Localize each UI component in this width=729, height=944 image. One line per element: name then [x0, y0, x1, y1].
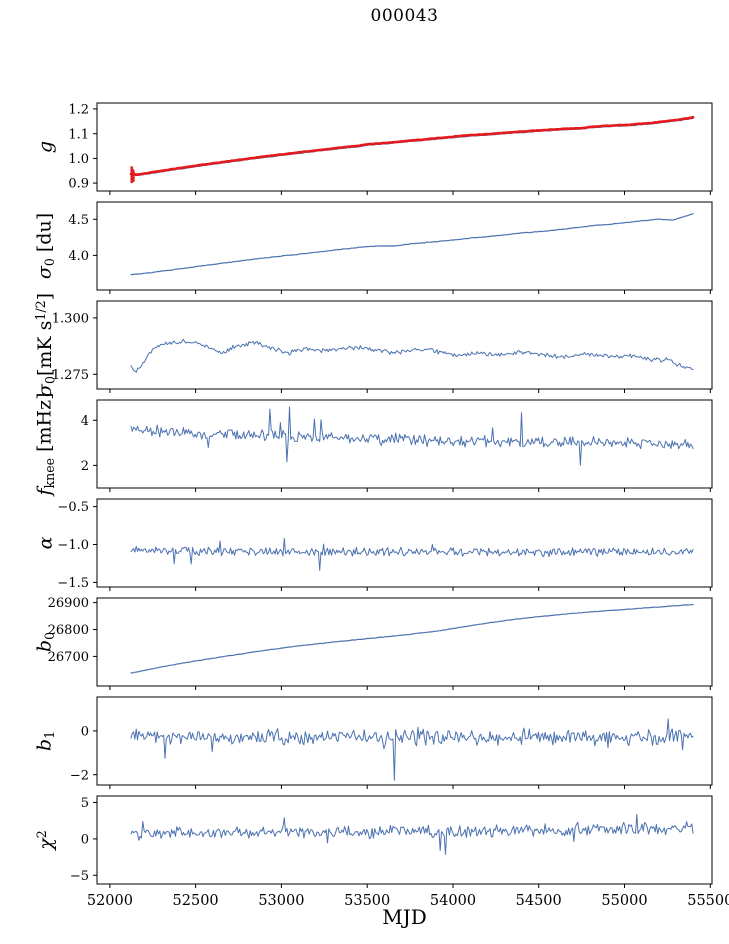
y-tick-label: −0.5: [57, 500, 89, 515]
series-b0-line: [130, 604, 694, 674]
y-tick-label: −5: [70, 869, 89, 884]
y-axis-label-segment: α: [34, 536, 57, 550]
y-tick-label: 1.275: [52, 368, 89, 383]
y-tick-label: 1.2: [68, 102, 89, 117]
axes-frame: [96, 795, 713, 885]
x-tick-label: 54500: [516, 893, 562, 909]
y-axis-label-segment: g: [34, 140, 57, 154]
y-axis-label-segment: [mK s: [34, 320, 57, 377]
y-tick-label: 0.9: [68, 177, 89, 192]
y-axis-label-g: g: [34, 140, 57, 154]
axes-frame: [96, 597, 713, 687]
y-tick-label: 0: [81, 832, 89, 847]
axes-frame: [96, 300, 713, 390]
panel-fknee: 24: [81, 399, 713, 492]
y-axis-label-chi2: χ2: [33, 830, 58, 850]
y-tick-label: 26900: [48, 596, 89, 611]
x-tick-label: 55000: [601, 893, 647, 909]
y-axis-label-segment: knee: [41, 457, 57, 489]
y-tick-label: 1.300: [52, 311, 89, 326]
y-tick-label: −1.0: [57, 538, 89, 553]
axes-frame: [96, 498, 713, 588]
y-tick-label: 1.0: [68, 152, 89, 167]
y-tick-label: −1.5: [57, 576, 89, 591]
panel-b0: 26700 26800 26900: [48, 596, 713, 690]
y-tick-label: 2: [81, 459, 89, 474]
series-gain-fit: [129, 115, 695, 176]
y-axis-label-segment: χ: [35, 838, 58, 850]
y-axis-label-segment: ]: [34, 293, 57, 301]
y-tick-label: 4: [81, 414, 89, 429]
series-b1-line: [130, 718, 694, 781]
y-axis-label-fknee: fknee [mHz]: [33, 392, 57, 496]
y-tick-label: 26700: [48, 650, 89, 665]
series-group-chi2: [130, 813, 694, 855]
y-axis-label-segment: 0: [41, 258, 57, 267]
axes-frame: [96, 399, 713, 489]
y-axis-label-segment: 1: [41, 730, 57, 739]
y-tick-label: 4.0: [68, 249, 89, 264]
series-group-g: [129, 115, 695, 184]
y-tick-label: 1.1: [68, 127, 89, 142]
y-axis-label-segment: 0: [42, 376, 58, 385]
y-tick-label: 26800: [48, 623, 89, 638]
series-sigma0-mks-line: [130, 338, 694, 373]
x-tick-label: 55500: [687, 893, 729, 909]
panel-g: 0.9 1.0 1.1 1.2: [68, 102, 713, 195]
series-alpha-line: [130, 538, 694, 571]
x-tick-label: 54000: [430, 893, 476, 909]
series-group-sigma0-du: [130, 213, 694, 276]
x-tick-label: 53500: [344, 893, 390, 909]
y-axis-label-sigma0-du: σ0 [du]: [33, 212, 57, 280]
y-tick-label: 4.5: [68, 213, 89, 228]
series-group-fknee: [130, 406, 694, 466]
y-tick-label: −2: [70, 768, 89, 783]
y-axis-label-b0: b0: [33, 631, 57, 653]
panel-b1: 0 −2: [70, 696, 713, 789]
axes-frame: [96, 201, 713, 291]
y-tick-label: 0: [81, 724, 89, 739]
series-group-b1: [130, 718, 694, 781]
axes-frame: [96, 102, 713, 192]
axes-frame: [96, 696, 713, 786]
y-axis-label-alpha: α: [34, 536, 57, 550]
series-group-sigma0-mks: [130, 338, 694, 373]
x-tick-label: 52000: [87, 893, 133, 909]
panel-alpha: −0.5 −1.0 −1.5: [57, 498, 713, 591]
series-chi2-line: [130, 813, 694, 855]
panel-sigma0-mks: 1.275 1.300: [52, 300, 713, 393]
y-axis-label-segment: [mHz]: [33, 392, 56, 458]
y-tick-label: 5: [81, 796, 89, 811]
panel-sigma0-du: 4.0 4.5: [68, 201, 713, 294]
chart-title: 000043: [370, 6, 439, 26]
series-sigma0-du-line: [130, 213, 694, 276]
y-axis-label-b1: b1: [33, 730, 57, 752]
series-group-b0: [130, 604, 694, 674]
y-axis-label-segment: b: [33, 738, 56, 752]
y-axis-label-segment: σ: [33, 266, 56, 280]
y-axis-label-segment: 0: [41, 631, 57, 640]
series-group-alpha: [130, 538, 694, 571]
y-axis-label-segment: f: [33, 488, 56, 496]
x-tick-label: 53000: [258, 893, 304, 909]
y-axis-label-segment: b: [33, 639, 56, 653]
y-axis-label-segment: 1/2: [32, 300, 48, 321]
series-fknee-line: [130, 406, 694, 466]
y-axis-label-segment: 2: [33, 830, 49, 839]
y-axis-label-sigma0-mks: σ0[mK s1/2]: [32, 293, 58, 397]
x-axis-label: MJD: [382, 905, 427, 929]
x-tick-label: 52500: [173, 893, 219, 909]
y-axis-label-segment: [du]: [33, 212, 56, 259]
panel-chi2: 5 0 −5 52000 52500 53000 53500 54000 54500 55000 5…: [70, 795, 729, 909]
